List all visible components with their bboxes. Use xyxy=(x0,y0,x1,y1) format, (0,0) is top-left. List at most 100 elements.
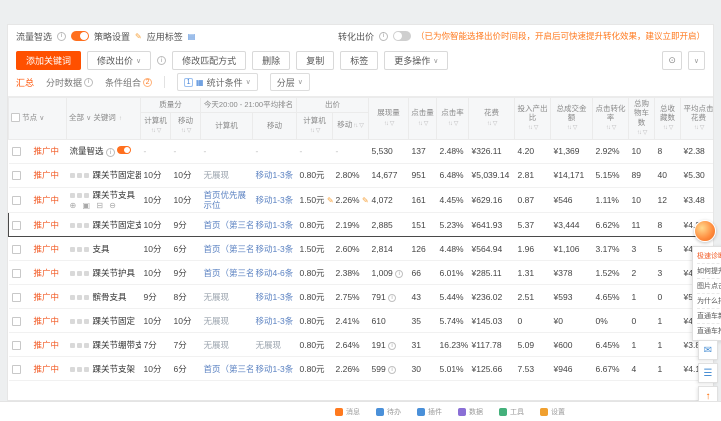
col-subheader[interactable]: 计算机 xyxy=(200,111,253,140)
col-header-metric-0[interactable]: 展现量 ↑↓ ▽ xyxy=(368,97,410,140)
collapse-button[interactable]: ∨ xyxy=(687,51,705,70)
delete-button[interactable]: 删除 xyxy=(252,51,291,70)
impression-info-icon[interactable]: i xyxy=(388,341,397,350)
info-icon[interactable]: i xyxy=(157,56,167,65)
add-keyword-button[interactable]: 添加关键词 xyxy=(16,51,82,70)
edit-icon[interactable]: ✎ xyxy=(135,31,142,41)
cell-rank-mobile[interactable]: 移动1-3条 xyxy=(252,284,297,310)
cell-rank-mobile[interactable]: 移动4-6条 xyxy=(252,260,297,286)
row-checkbox[interactable] xyxy=(11,293,21,303)
modify-match-button[interactable]: 修改匹配方式 xyxy=(172,51,247,70)
impression-info-icon[interactable]: i xyxy=(388,293,397,302)
edit-icon[interactable]: ✎ xyxy=(327,196,333,205)
chat-icon[interactable]: ☰ xyxy=(698,363,718,383)
tab-hourly-data[interactable]: 分时数据 i xyxy=(46,76,94,89)
row-checkbox[interactable] xyxy=(11,341,21,351)
help-link[interactable]: 极速诊断 xyxy=(697,249,721,264)
node-filter[interactable]: 节点 ∨ xyxy=(22,112,45,122)
cell-rank-pc[interactable]: 无展现 xyxy=(200,163,253,188)
smart-traffic-label[interactable]: 流量智选 xyxy=(69,145,104,156)
cell-keyword[interactable]: 髌骨支具 xyxy=(66,284,141,310)
row-checkbox[interactable] xyxy=(11,245,21,255)
cell-rank-mobile[interactable]: 移动1-3条 xyxy=(252,212,297,238)
taskbar-item[interactable]: 待办 xyxy=(376,407,401,417)
impression-info-icon[interactable]: i xyxy=(388,365,397,374)
cell-keyword[interactable]: 踝关节固定 xyxy=(66,308,141,334)
modify-bid-button[interactable]: 修改出价 ∨ xyxy=(87,51,152,70)
col-subheader[interactable]: 移动 xyxy=(251,111,298,140)
col-subheader[interactable]: 计算机↑↓ ▽ xyxy=(296,111,334,140)
col-header-metric-7[interactable]: 总购物车数 ↑↓ ▽ xyxy=(628,97,656,140)
keyword-text[interactable]: 踝关节固定支具 xyxy=(92,219,141,230)
cell-rank-mobile[interactable]: 移动1-3条 xyxy=(252,163,297,188)
keyword-text[interactable]: 踝关节护具 xyxy=(92,267,136,278)
conversion-bid-toggle[interactable] xyxy=(392,31,411,41)
taskbar-item[interactable]: 数据 xyxy=(458,407,483,417)
impression-info-icon[interactable]: i xyxy=(395,269,404,278)
cell-keyword[interactable]: 踝关节护具 xyxy=(66,260,141,286)
select-all-checkbox[interactable] xyxy=(11,113,20,123)
custom-columns-button[interactable]: ⊙ xyxy=(662,51,682,70)
notification-icon[interactable]: ✉ xyxy=(698,340,718,360)
cell-bid-mobile[interactable]: 2.26% ✎ xyxy=(332,187,369,214)
status-filter[interactable]: 全部 ∨ xyxy=(69,112,92,122)
col-header-metric-5[interactable]: 总成交金额 ↑↓ ▽ xyxy=(550,97,594,140)
cell-rank-pc[interactable]: 首页（第三名） xyxy=(200,260,253,286)
assistant-avatar[interactable] xyxy=(694,220,716,242)
col-header-metric-9[interactable]: 平均点击花费 ↑↓ ▽ xyxy=(680,97,713,140)
info-icon[interactable]: i xyxy=(57,31,67,41)
cell-rank-mobile[interactable]: 移动1-3条 xyxy=(252,187,297,214)
keyword-text[interactable]: 支具 xyxy=(92,243,110,254)
tab-condition-combo[interactable]: 条件组合 2 xyxy=(105,76,153,89)
more-actions-button[interactable]: 更多操作 ∨ xyxy=(384,51,449,70)
cell-keyword[interactable]: 踝关节支架 xyxy=(66,356,141,382)
layer-select[interactable]: 分层 ∨ xyxy=(269,73,310,91)
row-checkbox[interactable] xyxy=(11,196,21,206)
col-header-metric-8[interactable]: 总收藏数 ↑↓ ▽ xyxy=(654,97,682,140)
cell-rank-mobile[interactable]: 移动1-3条 xyxy=(252,308,297,334)
help-link[interactable]: 如何提升质量分 xyxy=(697,264,721,279)
taskbar-item[interactable]: 消息 xyxy=(335,407,360,417)
tag-list-icon[interactable]: ▤ xyxy=(187,31,196,41)
strategy-settings-link[interactable]: 策略设置 xyxy=(94,31,131,42)
cell-rank-pc[interactable]: 无展现 xyxy=(200,332,253,358)
col-header-metric-6[interactable]: 点击转化率 ↑↓ ▽ xyxy=(592,97,630,140)
cell-keyword[interactable]: 支具 xyxy=(66,236,141,262)
keyword-text[interactable]: 踝关节绷带支具 xyxy=(92,339,141,350)
col-header-metric-2[interactable]: 点击率 ↑↓ ▽ xyxy=(436,97,470,140)
cell-rank-mobile[interactable]: 移动1-3条 xyxy=(252,236,297,262)
col-header-keyword[interactable]: 全部 ∨ 关键词 ↑ xyxy=(66,97,141,140)
help-link[interactable]: 直通车新手入门 xyxy=(697,309,721,324)
stat-condition-select[interactable]: 1 ▦ 统计条件 ∨ xyxy=(177,73,258,91)
taskbar-item[interactable]: 插件 xyxy=(417,407,442,417)
cell-rank-mobile[interactable]: 无展现 xyxy=(252,332,297,358)
cell-rank-pc[interactable]: 首页（第三名） xyxy=(200,356,253,382)
cell-rank-pc[interactable]: 首页（第三名） xyxy=(200,212,253,238)
info-icon[interactable]: i xyxy=(105,148,115,158)
traffic-smart-toggle[interactable] xyxy=(71,31,90,41)
cell-bid-pc[interactable]: 1.50元 ✎ xyxy=(296,187,333,214)
keyword-sort[interactable]: 关键词 ↑ xyxy=(93,112,122,122)
help-link[interactable]: 图片点击率优化 xyxy=(697,279,721,294)
cell-keyword[interactable]: 流量智选 i xyxy=(66,139,141,164)
cell-keyword[interactable]: 踝关节固定支具 xyxy=(66,212,141,238)
cell-rank-pc[interactable]: 首页（第三名） xyxy=(200,236,253,262)
cell-rank-mobile[interactable]: 移动1-3条 xyxy=(252,356,297,382)
cell-rank-pc[interactable]: 无展现 xyxy=(200,284,253,310)
row-checkbox[interactable] xyxy=(11,365,21,375)
col-subheader[interactable]: 计算机↑↓ ▽ xyxy=(140,111,171,140)
keyword-text[interactable]: 踝关节支架 xyxy=(92,363,136,374)
help-link[interactable]: 为什么排名波动 xyxy=(697,294,721,309)
row-checkbox[interactable] xyxy=(11,269,21,279)
col-header-metric-4[interactable]: 投入产出比 ↑↓ ▽ xyxy=(514,97,552,140)
cell-keyword[interactable]: 踝关节支具 ⊕ ▣ ⊟ ⊖ xyxy=(66,187,141,214)
cell-keyword[interactable]: 踝关节绷带支具 xyxy=(66,332,141,358)
row-checkbox[interactable] xyxy=(12,221,21,231)
col-header-metric-1[interactable]: 点击量 ↑↓ ▽ xyxy=(408,97,438,140)
taskbar-item[interactable]: 工具 xyxy=(499,407,524,417)
row-checkbox[interactable] xyxy=(11,317,21,327)
keyword-text[interactable]: 踝关节固定器 xyxy=(92,170,141,181)
cell-keyword[interactable]: 踝关节固定器 xyxy=(66,163,141,188)
col-subheader[interactable]: 移动↑↓ ▽ xyxy=(170,111,201,140)
col-header-metric-3[interactable]: 花费 ↑↓ ▽ xyxy=(468,97,516,140)
